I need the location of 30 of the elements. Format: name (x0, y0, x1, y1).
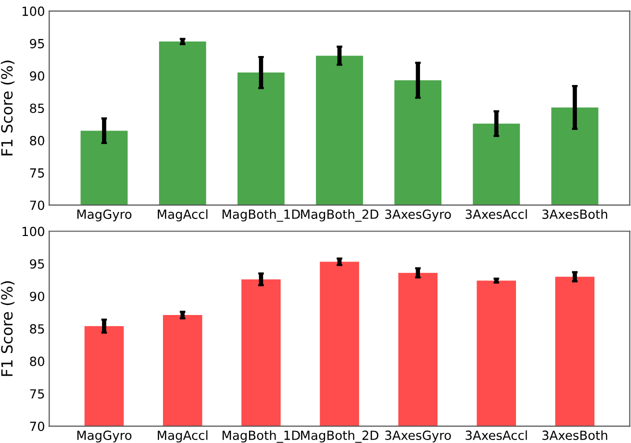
x-tick-label: MagBoth_1D (222, 209, 300, 222)
x-tick-label: MagBoth_2D (301, 430, 378, 443)
y-tick-label: 80 (30, 356, 44, 366)
y-tick-label: 80 (30, 136, 44, 146)
y-tick-label: 90 (30, 292, 44, 302)
x-tick-label: MagBoth_1D (222, 430, 300, 443)
x-tick-label: 3AxesGyro (385, 430, 451, 442)
y-tick-label: 85 (30, 104, 44, 114)
x-tick-label: 3AxesGyro (385, 209, 451, 222)
y-tick-label: 100 (22, 6, 44, 16)
x-tick-label: MagBoth_2D (301, 209, 378, 222)
x-tick-label: MagAccl (158, 430, 208, 442)
y-tick-label: 90 (30, 71, 44, 81)
x-tick-label: 3AxesAccl (466, 430, 527, 440)
y-tick-label: 75 (30, 389, 44, 399)
x-tick-label: MagAccl (158, 209, 208, 222)
y-tick-label: 70 (30, 200, 44, 210)
x-tick-label: MagGyro (77, 209, 132, 222)
x-tick-label: 3AxesAccl (466, 209, 527, 219)
x-tick-label: 3AxesBoth (542, 209, 608, 219)
y-axis-title: F1 Score (%) (0, 281, 14, 376)
y-tick-label: 85 (30, 324, 44, 334)
y-tick-label: 95 (30, 259, 44, 269)
y-tick-label: 95 (30, 38, 44, 48)
y-axis-title: F1 Score (%) (0, 60, 14, 156)
y-tick-label: 75 (30, 168, 44, 178)
x-tick-label: MagGyro (77, 430, 132, 442)
y-tick-label: 70 (30, 422, 44, 432)
x-tick-label: 3AxesBoth (542, 430, 608, 440)
y-tick-label: 100 (22, 226, 44, 236)
